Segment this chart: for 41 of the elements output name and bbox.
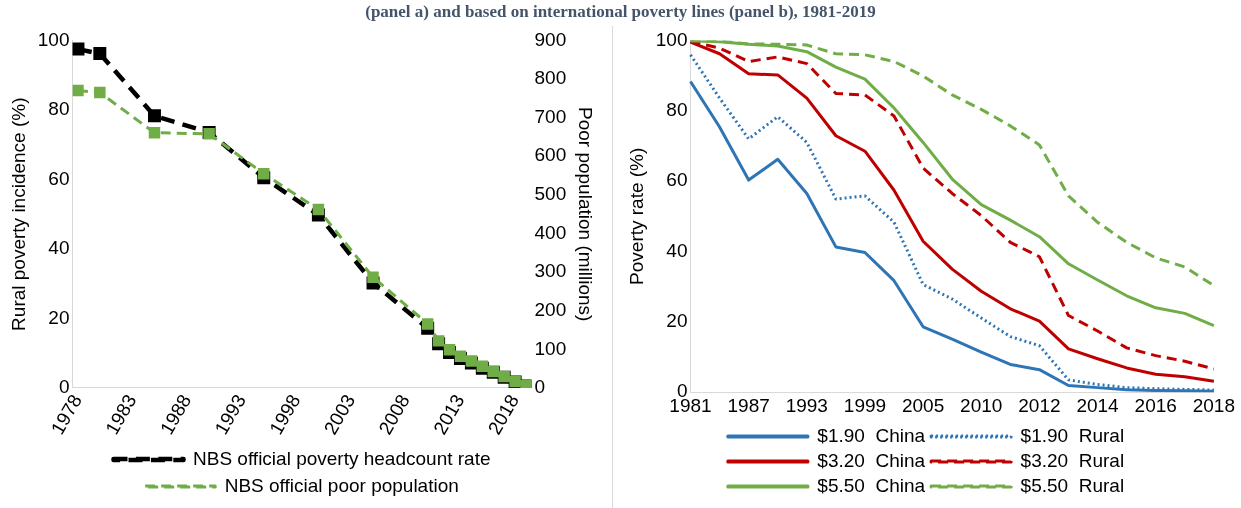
text: (panel a) and based on international poverty lines (panel b), 1981-2019 [364, 2, 877, 22]
y2-axis-title: Poor population (millions) [575, 107, 597, 322]
x-tick-label: 2018 [1192, 394, 1236, 416]
legend-label: $5.50 China [817, 474, 926, 496]
y-tick-label: 60 [666, 169, 688, 191]
y-tick-label: 80 [666, 98, 688, 120]
y-tick-label: 80 [48, 98, 70, 120]
x-tick-label: 1993 [785, 394, 828, 416]
x-tick-label: 2005 [901, 394, 945, 416]
legend-label: $1.90 China [817, 424, 926, 446]
legend-label: NBS official poor population [224, 474, 459, 496]
y2-tick-label: 800 [534, 67, 567, 89]
legend-label: $3.20 Rural [1020, 449, 1125, 471]
y2-tick-label: 600 [534, 144, 567, 166]
y-tick-label: 20 [48, 306, 70, 328]
x-tick-label: 2012 [1018, 394, 1061, 416]
y2-tick-label: 300 [534, 260, 567, 282]
y2-tick-label: 400 [534, 221, 567, 243]
legend-label: $1.90 Rural [1020, 424, 1125, 446]
y2-tick-label: 200 [534, 298, 567, 320]
x-tick-label: 2014 [1076, 394, 1120, 416]
y2-tick-label: 500 [534, 183, 567, 205]
y-axis-title: Rural poverty incidence (%) [7, 97, 29, 331]
y-tick-label: 100 [655, 28, 688, 50]
y-tick-label: 40 [48, 237, 70, 259]
x-tick-label: 2016 [1134, 394, 1177, 416]
y-axis-title: Poverty rate (%) [625, 147, 647, 285]
legend-label: $3.20 China [817, 449, 926, 471]
x-tick-label: 1999 [843, 394, 887, 416]
legend-label: $5.50 Rural [1020, 474, 1125, 496]
y-tick-label: 100 [37, 28, 70, 50]
y2-tick-label: 100 [534, 337, 567, 359]
y-tick-label: 40 [666, 239, 688, 261]
y-tick-label: 60 [48, 167, 70, 189]
x-tick-label: 2010 [960, 394, 1003, 416]
legend-label: NBS official poverty headcount rate [193, 447, 491, 469]
y2-tick-label: 900 [534, 28, 567, 50]
x-tick-label: 1987 [727, 394, 770, 416]
y2-tick-label: 700 [534, 105, 567, 127]
y2-tick-label: 0 [534, 376, 546, 398]
y-tick-label: 20 [666, 310, 688, 332]
